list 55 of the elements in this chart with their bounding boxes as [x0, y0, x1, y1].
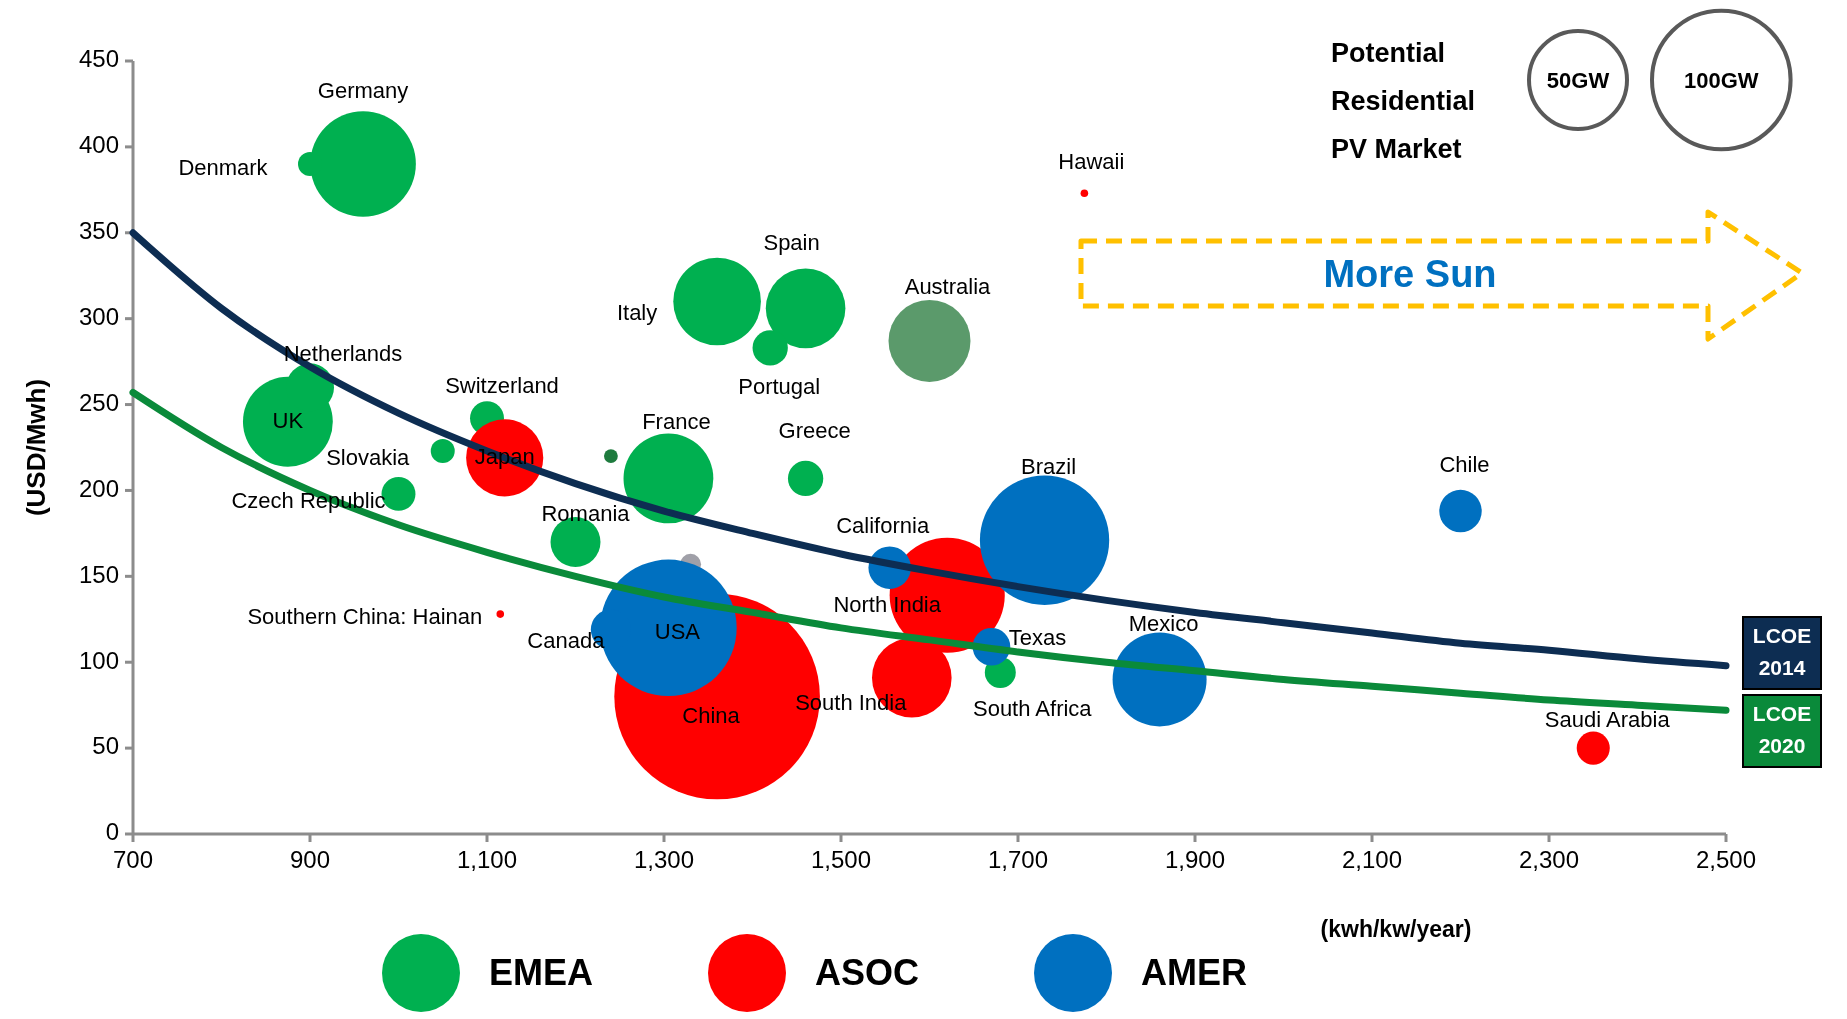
- annotation: North India: [833, 592, 942, 618]
- series-label: LCOE 2014: [1752, 623, 1812, 679]
- legend-title: Potential Residential PV Market: [1331, 38, 1476, 165]
- x-tick-label: 1,100: [456, 846, 518, 873]
- annotation: Australia: [904, 273, 992, 299]
- annotation: USA: [654, 618, 701, 644]
- annotation: Hawaii: [1058, 149, 1125, 175]
- annotation: Chile: [1439, 451, 1490, 477]
- annotation: Brazil: [1021, 454, 1077, 480]
- y-tick-label: 400: [78, 131, 119, 159]
- x-axis-title: (kwh/kw/year): [1320, 916, 1472, 942]
- legend-label: EMEA: [489, 951, 594, 993]
- y-tick-label: 250: [78, 388, 119, 416]
- x-tick-label: 2,300: [1518, 846, 1580, 873]
- y-tick-label: 450: [78, 45, 119, 73]
- annotation: Texas: [1008, 624, 1067, 650]
- annotation: California: [836, 512, 930, 538]
- y-tick-label: 200: [78, 474, 119, 502]
- y-tick-label: 150: [78, 560, 119, 588]
- x-tick-label: 2,100: [1341, 846, 1403, 873]
- y-axis-title: (USD/Mwh): [20, 378, 51, 517]
- annotation: Italy: [616, 300, 658, 326]
- y-tick-label: 350: [78, 217, 119, 245]
- y-tick-label: 300: [78, 303, 119, 331]
- annotation: UK: [272, 407, 304, 433]
- x-tick-label: 900: [289, 846, 331, 873]
- legend-label: ASOC: [815, 951, 920, 993]
- annotation: Portugal: [738, 373, 821, 399]
- annotation: Saudi Arabia: [1544, 706, 1671, 732]
- annotation: Southern China: Hainan: [247, 603, 483, 629]
- annotation: Switzerland: [445, 373, 559, 399]
- x-tick-label: 1,900: [1164, 846, 1226, 873]
- annotation: Romania: [541, 500, 631, 526]
- annotation: Denmark: [178, 154, 269, 180]
- legend-label: 50GW: [1546, 67, 1610, 93]
- y-tick-label: 50: [92, 732, 119, 760]
- annotation: France: [642, 409, 711, 435]
- y-tick-label: 100: [78, 646, 119, 674]
- annotation: China: [682, 703, 741, 729]
- x-tick-label: 1,700: [987, 846, 1049, 873]
- legend-label: 100GW: [1684, 67, 1759, 93]
- annotation: Spain: [763, 230, 820, 256]
- x-tick-label: 2,500: [1695, 846, 1757, 873]
- legend-label: AMER: [1141, 951, 1247, 993]
- annotation: More Sun: [1323, 253, 1497, 296]
- y-tick-label: 0: [105, 818, 119, 846]
- x-tick-label: 1,500: [810, 846, 872, 873]
- annotation: Greece: [778, 418, 851, 444]
- annotation: South Africa: [972, 696, 1093, 722]
- annotation: Germany: [317, 77, 409, 103]
- annotation: Slovakia: [326, 444, 411, 470]
- x-tick-label: 1,300: [633, 846, 695, 873]
- annotation: Mexico: [1128, 611, 1199, 637]
- series-label: LCOE 2020: [1752, 701, 1812, 757]
- x-tick-label: 700: [112, 846, 154, 873]
